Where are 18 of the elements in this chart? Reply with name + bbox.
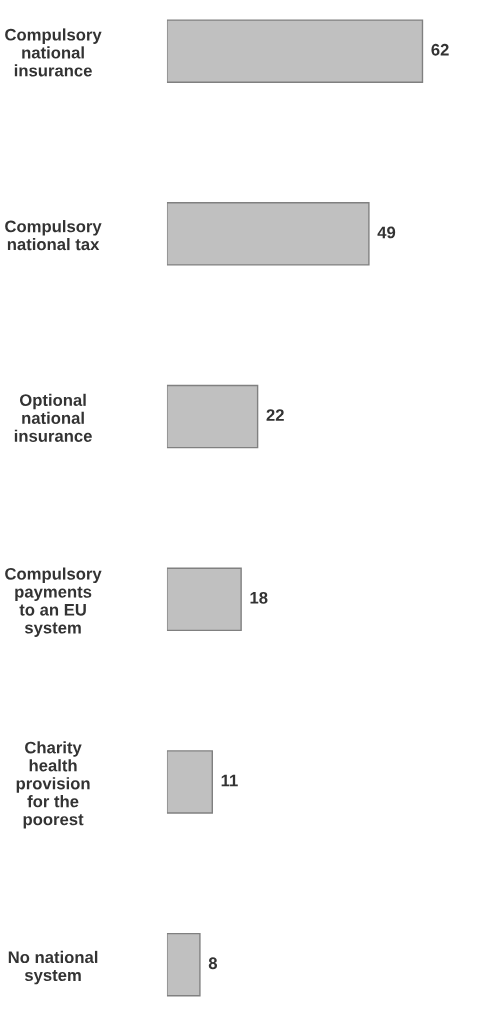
data-label: 11 [221, 774, 238, 787]
bar [166, 202, 370, 266]
y-tick-label: Compulsory national insurance [5, 28, 102, 77]
y-tick-label: Compulsory national tax [5, 220, 102, 251]
data-label: 62 [431, 43, 449, 56]
y-tick-label: Optional national insurance [14, 393, 92, 442]
y-tick-label: Compulsory payments to an EU system [5, 567, 102, 637]
bar [166, 932, 201, 997]
data-label: 8 [208, 957, 218, 970]
bar [166, 19, 424, 83]
bar [166, 384, 259, 449]
y-tick-label: Charity health provision for the poorest [16, 741, 90, 829]
bar [166, 567, 242, 632]
data-label: 49 [377, 226, 396, 239]
y-tick-label: No national system [8, 950, 98, 985]
data-label: 22 [266, 409, 284, 421]
data-label: 18 [250, 591, 268, 604]
bar [166, 750, 213, 814]
